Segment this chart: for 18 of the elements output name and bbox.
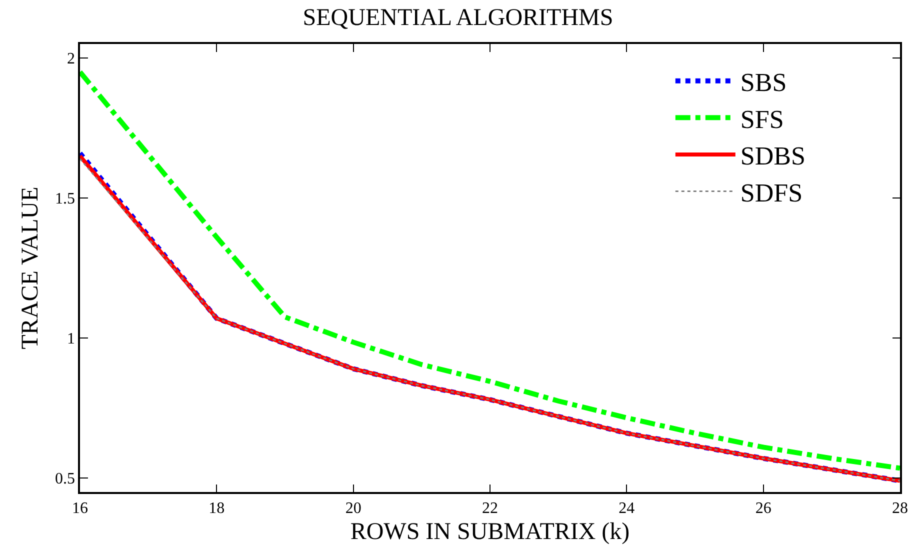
y-axis-title: TRACE VALUE: [18, 186, 44, 350]
legend-label: SBS: [740, 68, 787, 97]
x-tick-label: 18: [208, 500, 225, 517]
x-tick-label: 26: [755, 500, 772, 517]
y-tick-label: 2: [67, 50, 76, 68]
x-tick-label: 24: [618, 500, 635, 517]
y-tick-label: 1: [67, 330, 76, 348]
y-tick-label: 1.5: [55, 190, 76, 208]
x-tick-label: 22: [482, 500, 498, 517]
chart-title: SEQUENTIAL ALGORITHMS: [302, 5, 614, 32]
legend-label: SDBS: [740, 142, 806, 171]
x-axis-title: ROWS IN SUBMATRIX (k): [350, 518, 630, 545]
y-tick-label: 0.5: [55, 470, 76, 488]
x-tick-label: 20: [345, 500, 362, 517]
x-tick-label: 28: [892, 500, 908, 517]
legend-label: SFS: [740, 104, 784, 134]
legend-label: SDFS: [740, 178, 803, 208]
x-tick-label: 16: [72, 500, 88, 517]
